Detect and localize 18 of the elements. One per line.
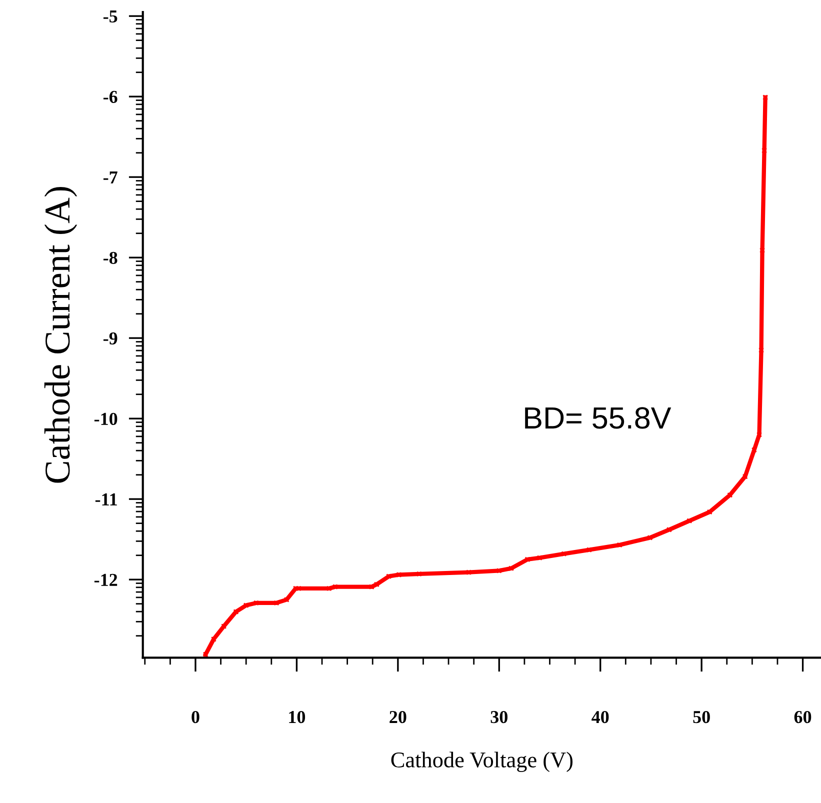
x-tick-label: 50: [693, 710, 710, 724]
y-tick-label: -11: [95, 493, 117, 506]
x-tick-label: 30: [490, 710, 508, 724]
y-tick-label: -12: [94, 574, 118, 586]
y-tick-label: -10: [94, 412, 118, 426]
y-tick-label: -6: [103, 90, 118, 104]
y-axis-title: Cathode Current (A): [44, 187, 78, 483]
annotation: BD= 55.8V: [525, 407, 672, 429]
x-tick-label: 20: [390, 710, 406, 724]
x-tick-label: 60: [794, 710, 812, 724]
y-tick-label: -8: [103, 252, 118, 264]
x-tick-label: 10: [289, 710, 306, 724]
x-axis-title: Cathode Voltage (V): [391, 752, 573, 772]
x-tick-label: 40: [592, 710, 609, 724]
x-tick-label: 0: [192, 710, 200, 724]
y-tick-label: -9: [103, 332, 118, 345]
y-tick-label: -5: [103, 10, 118, 23]
y-tick-label: -7: [103, 172, 118, 184]
